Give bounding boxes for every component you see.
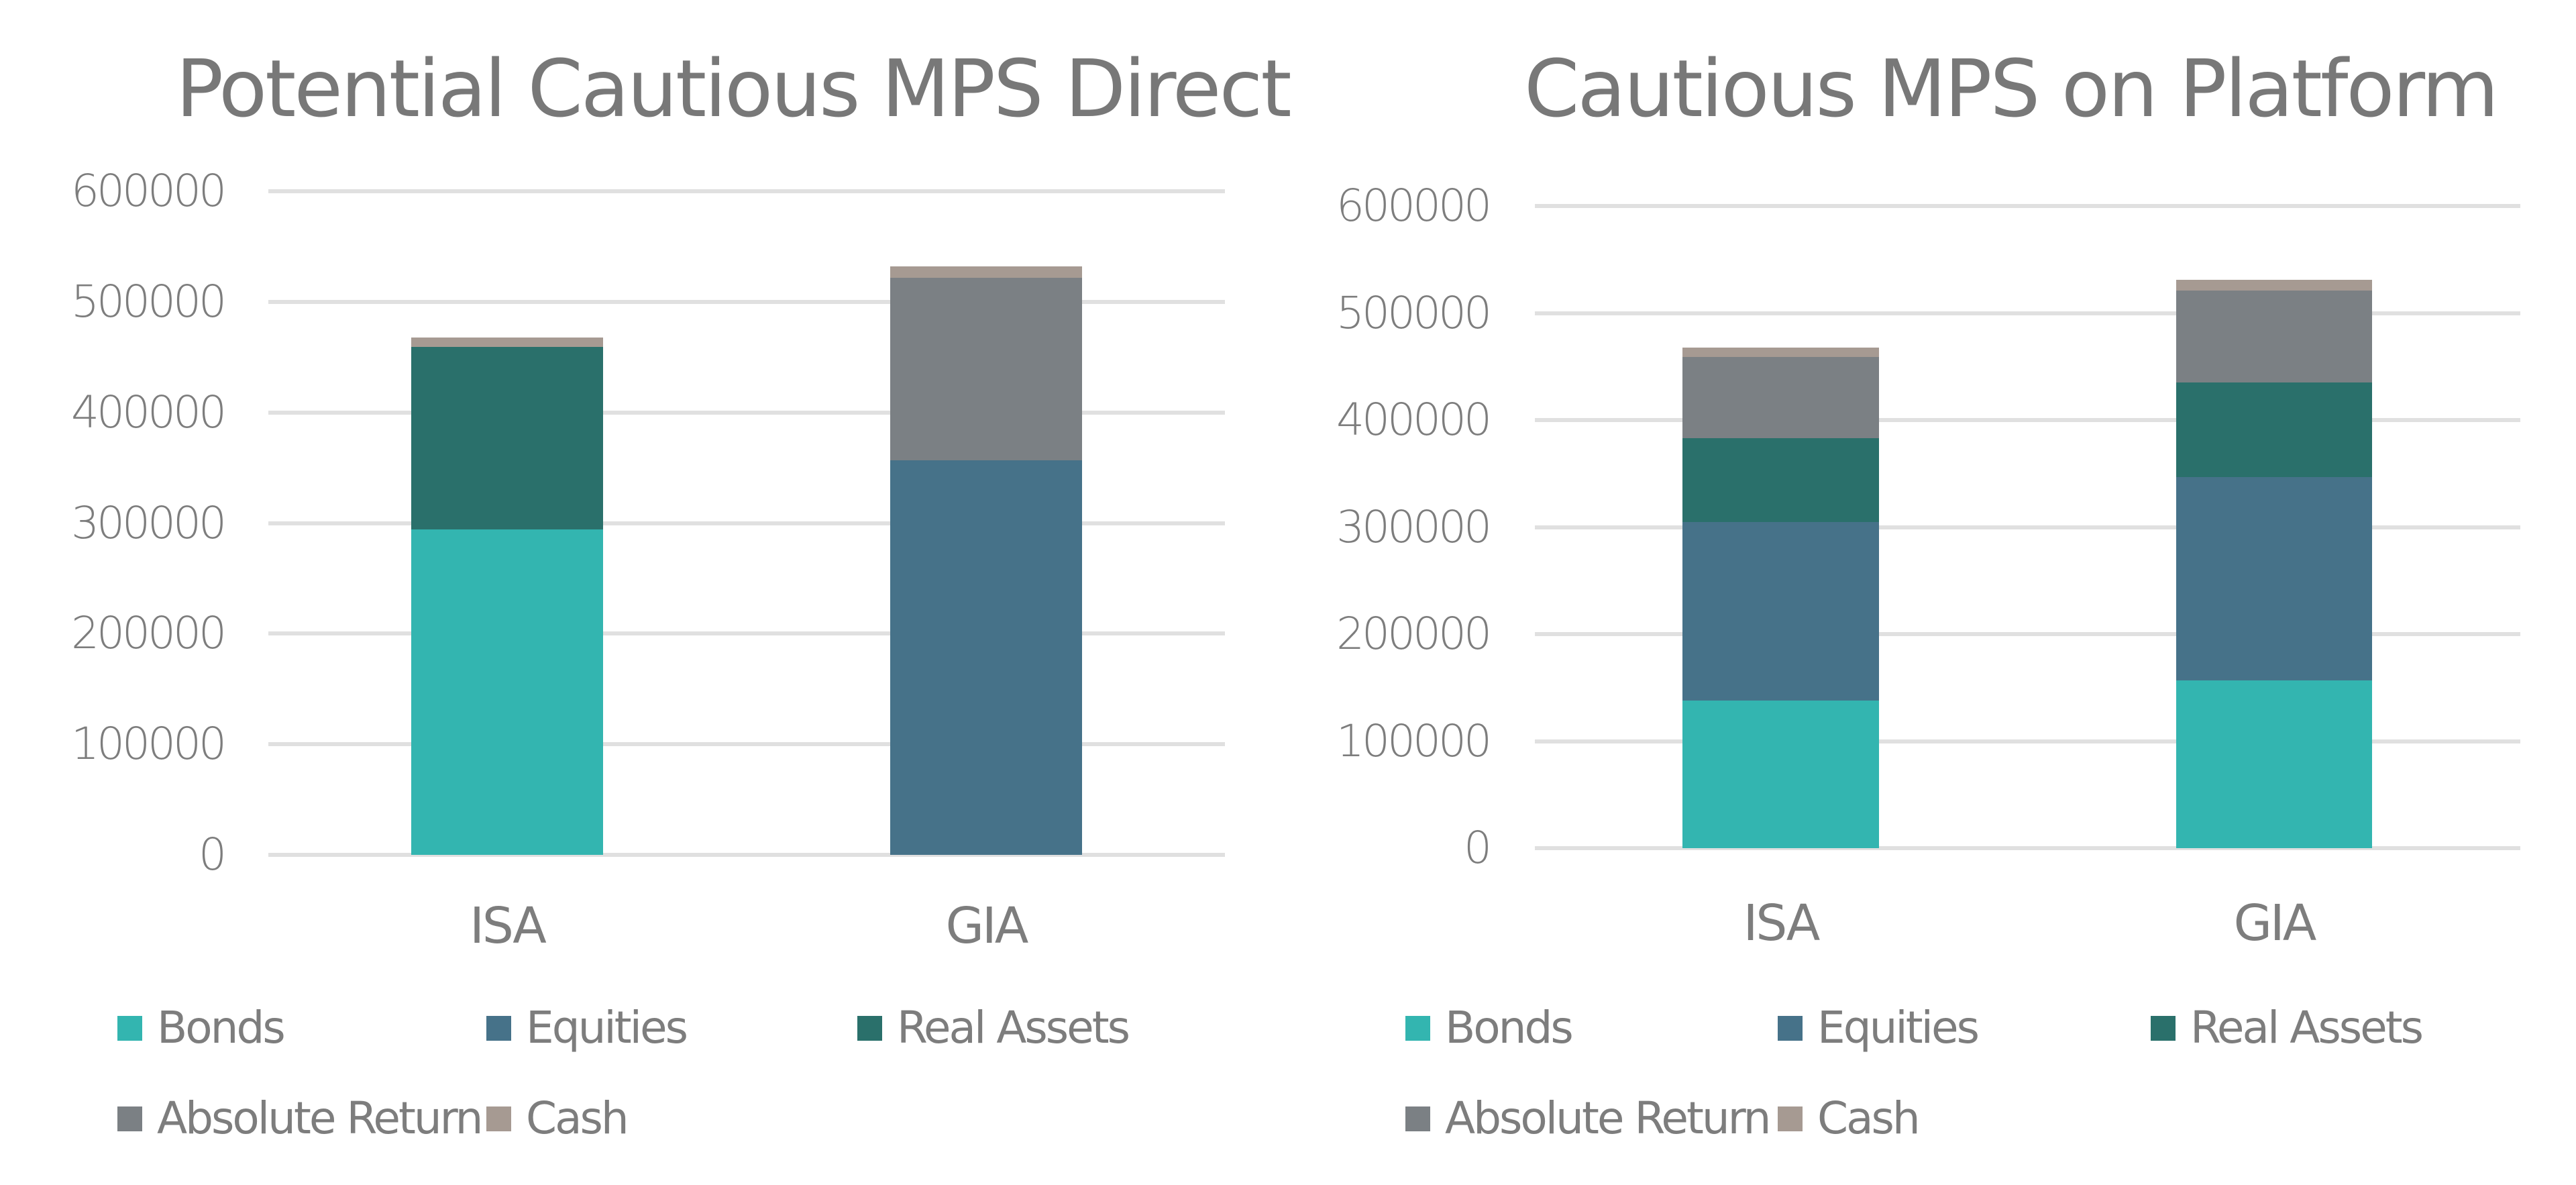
x-axis-category-label: ISA [1743, 894, 1821, 952]
bar-segment-isa-real-assets[interactable] [411, 347, 603, 530]
bar-segment-gia-real-assets[interactable] [2176, 382, 2372, 477]
x-axis-category-label: GIA [945, 897, 1029, 955]
gridline [268, 410, 1225, 415]
bar-segment-gia-absolute-return[interactable] [2176, 291, 2372, 383]
legend-item-bonds[interactable]: Bonds [1405, 1002, 1574, 1053]
legend-label: Real Assets [897, 1002, 1130, 1053]
y-axis-tick-label: 500000 [1336, 287, 1492, 339]
y-axis-tick-label: 400000 [71, 386, 227, 438]
y-axis-tick-label: 600000 [71, 165, 227, 217]
legend-swatch-icon [1778, 1015, 1803, 1041]
legend-item-absolute-return[interactable]: Absolute Return [117, 1092, 483, 1144]
chart-potential-cautious-mps-direct: Potential Cautious MPS Direct 0 100000 200… [71, 42, 1292, 1144]
gridline [1535, 418, 2520, 422]
legend-item-real-assets[interactable]: Real Assets [857, 1002, 1130, 1053]
chart-title: Cautious MPS on Platform [1524, 42, 2499, 135]
gridline [268, 742, 1225, 747]
legend-item-real-assets[interactable]: Real Assets [2151, 1002, 2424, 1053]
chart-title: Potential Cautious MPS Direct [176, 42, 1292, 135]
gridline [1535, 632, 2520, 636]
legend-label: Absolute Return [1445, 1092, 1771, 1144]
gridline [1535, 846, 2520, 850]
y-axis-tick-label: 200000 [71, 607, 227, 660]
bar-segment-gia-cash[interactable] [890, 266, 1082, 278]
gridline [1535, 311, 2520, 315]
x-axis-category-label: GIA [2233, 894, 2317, 952]
bar-segment-gia-bonds[interactable] [2176, 680, 2372, 848]
legend-swatch-icon [857, 1015, 882, 1041]
legend-item-cash[interactable]: Cash [1778, 1092, 1921, 1144]
y-axis-tick-label: 300000 [71, 497, 227, 549]
legend-swatch-icon [486, 1015, 511, 1041]
y-axis-tick-label: 100000 [1336, 715, 1492, 767]
gridline [268, 189, 1225, 193]
legend-label: Real Assets [2190, 1002, 2424, 1053]
legend-item-cash[interactable]: Cash [486, 1092, 629, 1144]
y-axis-tick-label: 600000 [1336, 180, 1492, 231]
legend-label: Cash [526, 1092, 629, 1144]
bar-segment-gia-equities[interactable] [890, 460, 1082, 855]
legend-label: Bonds [157, 1002, 286, 1053]
y-axis-tick-label: 0 [199, 829, 227, 880]
legend-swatch-icon [1405, 1106, 1430, 1131]
bar-segment-isa-real-assets[interactable] [1682, 438, 1879, 522]
legend-swatch-icon [2151, 1015, 2176, 1041]
y-axis-tick-label: 0 [1464, 822, 1492, 874]
bar-segment-isa-equities[interactable] [1682, 521, 1879, 701]
bar-segment-gia-equities[interactable] [2176, 476, 2372, 680]
x-axis-category-label: ISA [470, 897, 547, 955]
legend-swatch-icon [117, 1015, 142, 1041]
legend-swatch-icon [1405, 1015, 1430, 1041]
gridline [268, 299, 1225, 304]
legend-item-equities[interactable]: Equities [1778, 1002, 1980, 1053]
y-axis-tick-label: 500000 [71, 275, 227, 327]
bar-segment-gia-cash[interactable] [2176, 280, 2372, 291]
gridline [1535, 739, 2520, 743]
y-axis-tick-label: 100000 [71, 718, 227, 770]
gridline [1535, 525, 2520, 529]
legend-label: Equities [1817, 1002, 1980, 1053]
bar-segment-gia-absolute-return[interactable] [890, 277, 1082, 460]
gridline [1535, 204, 2520, 208]
y-axis-tick-label: 300000 [1336, 501, 1492, 553]
y-axis-tick-label: 200000 [1336, 608, 1492, 660]
bar-segment-isa-cash[interactable] [1682, 347, 1879, 357]
legend-item-absolute-return[interactable]: Absolute Return [1405, 1092, 1771, 1144]
bar-segment-isa-bonds[interactable] [1682, 700, 1879, 848]
gridline [268, 853, 1225, 857]
legend-item-equities[interactable]: Equities [486, 1002, 688, 1053]
bar-segment-isa-cash[interactable] [411, 337, 603, 348]
gridline [268, 521, 1225, 525]
legend-swatch-icon [117, 1106, 142, 1131]
bar-segment-isa-bonds[interactable] [411, 529, 603, 855]
y-axis-tick-label: 400000 [1336, 394, 1492, 446]
gridline [268, 631, 1225, 636]
bar-segment-isa-absolute-return[interactable] [1682, 356, 1879, 439]
legend-label: Bonds [1445, 1002, 1574, 1053]
legend-item-bonds[interactable]: Bonds [117, 1002, 286, 1053]
legend-swatch-icon [486, 1106, 511, 1131]
legend-label: Cash [1817, 1092, 1921, 1144]
legend-swatch-icon [1778, 1106, 1803, 1131]
legend-label: Absolute Return [157, 1092, 483, 1144]
legend-label: Equities [526, 1002, 688, 1053]
